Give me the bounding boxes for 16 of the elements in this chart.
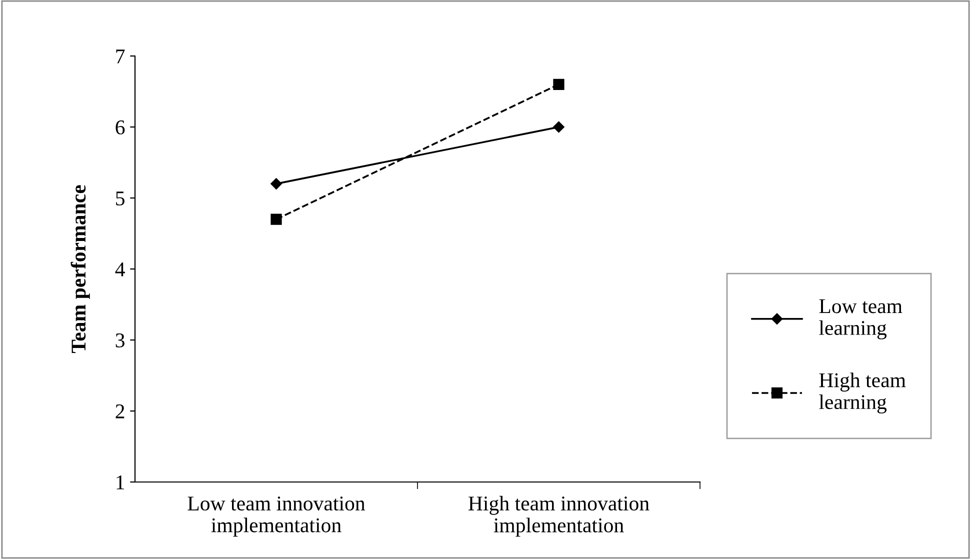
y-tick-label: 6 [116, 120, 125, 134]
point [270, 214, 282, 225]
point [270, 178, 282, 190]
legend-label: Low team learning [819, 299, 902, 340]
point [553, 78, 564, 90]
y-tick-label: 2 [116, 404, 124, 418]
x-tick-label: Low team innovation implementation [188, 496, 366, 537]
y-axis-title: Team performance [70, 185, 90, 354]
y-tick-label: 1 [116, 475, 124, 490]
legend-label: High team learning [819, 372, 906, 414]
y-tick-label: 5 [116, 192, 124, 206]
y-tick-label: 4 [115, 262, 125, 276]
y-tick-label: 3 [116, 333, 124, 348]
x-tick-label: High team innovation implementation [468, 496, 650, 537]
y-tick-label: 7 [116, 50, 125, 64]
point [553, 121, 564, 133]
